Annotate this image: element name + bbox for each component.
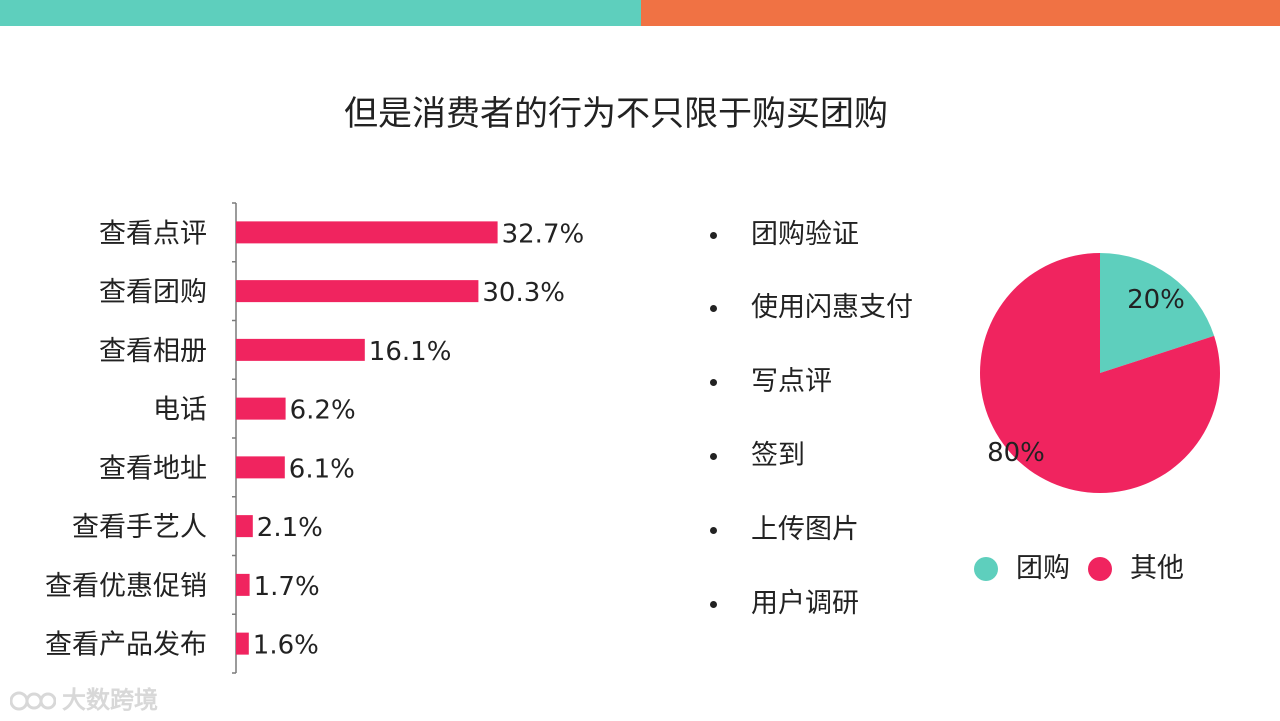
watermark-logo-icon (10, 691, 56, 711)
list-item: 使用闪惠支付 (706, 288, 966, 328)
list-item-label: 用户调研 (751, 588, 859, 619)
list-item: 用户调研 (706, 584, 966, 624)
category-label: 查看优惠促销 (45, 571, 207, 602)
watermark-text: 大数跨境 (62, 686, 158, 714)
category-label: 查看点评 (99, 218, 207, 249)
pie-value-label: 20% (1127, 285, 1185, 315)
category-label: 电话 (153, 395, 207, 426)
list-item: 写点评 (706, 362, 966, 402)
list-item: 团购验证 (706, 215, 966, 255)
watermark: 大数跨境 (10, 684, 210, 716)
bar (236, 573, 250, 596)
bar-value-label: 6.2% (290, 396, 356, 426)
bullet-icon (710, 453, 717, 460)
bullet-icon (710, 527, 717, 534)
bar-value-label: 6.1% (289, 454, 355, 484)
list-item: 上传图片 (706, 510, 966, 550)
list-item: 签到 (706, 436, 966, 476)
category-label: 查看手艺人 (72, 512, 207, 543)
bar (236, 338, 365, 361)
bar-value-label: 30.3% (482, 278, 565, 308)
list-item-label: 写点评 (751, 366, 832, 397)
bar-value-label: 1.6% (253, 631, 319, 661)
list-item-label: 团购验证 (751, 219, 859, 250)
pie-legend: 团购 其他 (970, 548, 1230, 592)
slide-title: 但是消费者的行为不只限于购买团购 (344, 94, 888, 134)
bullet-icon (710, 601, 717, 608)
bar-value-label: 32.7% (502, 219, 585, 249)
bar (236, 515, 253, 538)
behavior-list: 团购验证 使用闪惠支付 写点评 签到 上传图片 用户调研 (706, 0, 966, 721)
bar (236, 221, 498, 244)
pie-slice (1100, 253, 1215, 373)
bullet-icon (710, 379, 717, 386)
bar-value-label: 2.1% (257, 513, 323, 543)
category-label: 查看地址 (99, 453, 207, 484)
pie-slice (980, 253, 1220, 494)
bullet-icon (710, 305, 717, 312)
legend-swatch-tuangou (974, 557, 998, 581)
legend-label: 团购 (1016, 553, 1070, 584)
legend-swatch-other (1088, 557, 1112, 581)
bar-value-label: 16.1% (369, 337, 452, 367)
bar (236, 632, 249, 655)
category-label: 查看相册 (99, 336, 207, 367)
list-item-label: 上传图片 (751, 514, 859, 545)
pie-value-label: 80% (987, 438, 1045, 468)
bar (236, 280, 479, 303)
top-accent-bar-orange (641, 0, 1280, 26)
bullet-icon (710, 232, 717, 239)
legend-label: 其他 (1130, 553, 1184, 584)
list-item-label: 签到 (751, 440, 805, 471)
top-accent-bar-teal (0, 0, 641, 26)
category-label: 查看团购 (99, 277, 207, 308)
bar (236, 456, 285, 479)
bar (236, 397, 286, 420)
bar-value-label: 1.7% (254, 572, 320, 602)
list-item-label: 使用闪惠支付 (751, 292, 913, 323)
category-label: 查看产品发布 (45, 630, 207, 661)
